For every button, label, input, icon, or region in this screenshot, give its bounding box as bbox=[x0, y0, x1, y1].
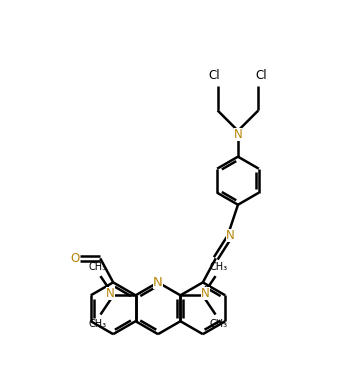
Text: N: N bbox=[106, 287, 115, 300]
Text: O: O bbox=[71, 252, 80, 265]
Text: N: N bbox=[153, 276, 163, 289]
Text: CH₃: CH₃ bbox=[209, 262, 228, 272]
Text: Cl: Cl bbox=[256, 69, 267, 82]
Text: N: N bbox=[234, 128, 243, 141]
Text: Cl: Cl bbox=[209, 69, 221, 82]
Text: CH₃: CH₃ bbox=[209, 319, 228, 329]
Text: N: N bbox=[201, 287, 210, 300]
Text: N: N bbox=[226, 229, 235, 242]
Text: CH₃: CH₃ bbox=[89, 262, 107, 272]
Text: CH₃: CH₃ bbox=[89, 319, 107, 329]
